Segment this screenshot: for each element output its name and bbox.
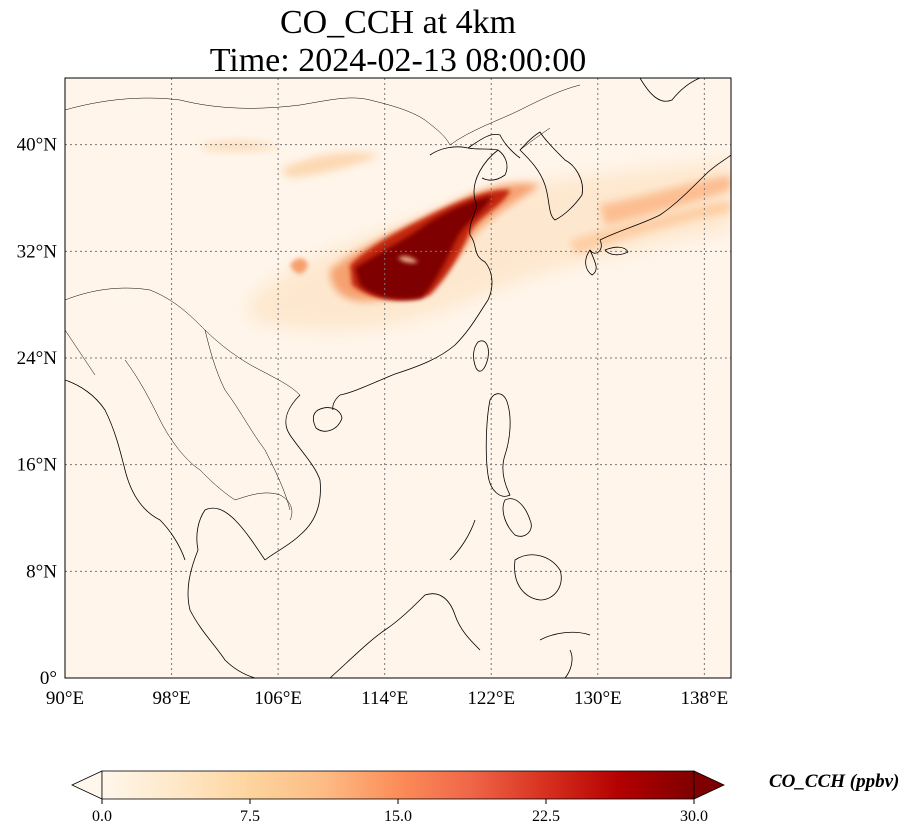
colorbar: 0.0 7.5 15.0 22.5 30.0 CO_CCH (ppbv) [71, 770, 899, 825]
colorbar-tick-label: 7.5 [240, 808, 260, 825]
taiwan [473, 340, 489, 372]
map-frame [64, 77, 732, 679]
plume-japan-outflow-2 [570, 200, 731, 255]
x-tick-label: 130°E [574, 688, 622, 709]
x-tick-label: 114°E [361, 688, 408, 709]
japan-shikoku [604, 246, 629, 256]
co-concentration-field [200, 140, 731, 331]
x-tick-label: 106°E [254, 688, 302, 709]
plume-west-spot [290, 258, 308, 274]
y-tick-label: 40°N [17, 135, 58, 156]
colorbar-extend-min [71, 770, 103, 800]
sakhalin-east-coast [639, 78, 701, 102]
plume-northern-band [280, 152, 380, 178]
liaodong-coast [467, 133, 521, 159]
bohai-coast [429, 146, 508, 181]
china-korea-border [519, 127, 551, 151]
korea-coast [519, 131, 583, 221]
gulf-of-thailand-coast [196, 507, 266, 561]
sulawesi-north [539, 631, 591, 678]
x-axis-tick-labels: 90°E 98°E 106°E 114°E 122°E 130°E 138°E [46, 688, 728, 709]
colorbar-tick-label: 30.0 [680, 808, 708, 825]
colorbar-ticks: 0.0 7.5 15.0 22.5 30.0 [92, 799, 708, 825]
y-tick-label: 32°N [17, 241, 58, 262]
y-tick-label: 24°N [17, 348, 58, 369]
mindanao [514, 554, 562, 601]
colorbar-tick-label: 22.5 [532, 808, 560, 825]
y-tick-label: 0° [40, 668, 57, 689]
plume-japan-outflow [600, 175, 731, 225]
map-title-line1: CO_CCH at 4km [280, 4, 516, 41]
myanmar-coast [65, 379, 186, 561]
y-axis-tick-labels: 0° 8°N 16°N 24°N 32°N 40°N [17, 135, 58, 689]
china-southwest-border [65, 287, 301, 396]
colorbar-label: CO_CCH (ppbv) [769, 771, 899, 792]
x-tick-label: 98°E [152, 688, 190, 709]
thailand-border [124, 359, 236, 501]
china-coast [339, 149, 499, 396]
x-tick-label: 90°E [46, 688, 84, 709]
map-plot-area [65, 78, 731, 678]
leizhou-coast [332, 394, 341, 411]
vietnam-coast [264, 394, 321, 561]
china-russia-border [449, 84, 581, 146]
malay-peninsula [187, 549, 256, 678]
coastlines [65, 78, 731, 678]
palawan [449, 519, 476, 561]
x-tick-label: 122°E [467, 688, 515, 709]
colorbar-tick-label: 0.0 [92, 808, 112, 825]
map-background [65, 78, 731, 678]
borneo-north-coast [329, 593, 481, 678]
japan-honshu [589, 154, 731, 254]
laos-vietnam-border [204, 329, 291, 511]
china-mongolia-border [65, 97, 451, 146]
plume-peak [355, 196, 492, 300]
colorbar-gradient [101, 770, 695, 800]
map-title-line2: Time: 2024-02-13 08:00:00 [210, 42, 587, 79]
plume-gap [398, 256, 418, 263]
colorbar-tick-label: 15.0 [384, 808, 412, 825]
plume-far-north-band [200, 140, 280, 152]
y-tick-label: 8°N [26, 561, 57, 582]
visayas [502, 498, 532, 537]
borders [65, 84, 581, 521]
japan-kyushu [585, 249, 597, 276]
colorbar-extend-max [693, 770, 725, 800]
y-tick-label: 16°N [17, 455, 58, 476]
luzon [485, 393, 511, 497]
cambodia-border [234, 492, 293, 521]
x-tick-label: 138°E [681, 688, 729, 709]
myanmar-india-border [65, 329, 96, 376]
